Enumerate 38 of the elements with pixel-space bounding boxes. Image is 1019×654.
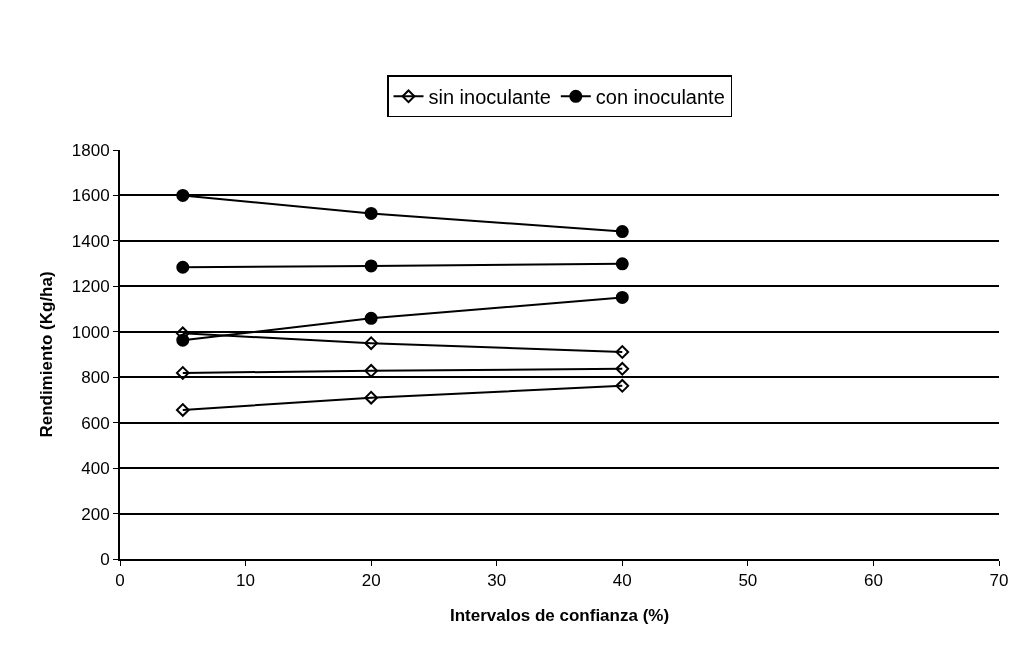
y-tick-label: 400 <box>81 459 110 479</box>
x-tick-label: 20 <box>361 571 381 591</box>
point <box>364 206 378 220</box>
y-axis-title: Rendimiento (Kg/ha) <box>36 271 56 438</box>
y-tick-label: 1000 <box>71 322 110 342</box>
x-axis-title: Intervalos de confianza (%) <box>449 606 670 626</box>
point <box>364 336 378 350</box>
point <box>364 311 378 325</box>
point <box>364 364 378 378</box>
y-tick-label: 1800 <box>71 140 110 160</box>
point <box>175 366 190 380</box>
legend-label: sin inoculante <box>428 86 551 109</box>
point <box>176 188 190 202</box>
point <box>615 225 629 239</box>
x-tick-label: 60 <box>863 571 883 591</box>
point <box>615 290 629 304</box>
x-tick-label: 40 <box>612 571 632 591</box>
x-tick-label: 70 <box>989 571 1009 591</box>
y-tick-label: 0 <box>100 549 110 569</box>
x-tick-label: 50 <box>738 571 758 591</box>
legend-label: con inoculante <box>595 86 725 109</box>
y-tick-label: 800 <box>81 368 110 388</box>
point <box>176 260 190 274</box>
y-tick-label: 1400 <box>71 231 110 251</box>
x-tick-label: 10 <box>236 571 256 591</box>
x-tick-label: 30 <box>487 571 507 591</box>
y-tick-label: 200 <box>81 504 110 524</box>
point <box>364 259 378 273</box>
point <box>615 257 629 271</box>
point <box>615 345 630 359</box>
point <box>615 379 630 393</box>
y-tick-label: 1200 <box>71 277 110 297</box>
y-tick-label: 600 <box>81 413 110 433</box>
x-tick-label: 0 <box>115 571 125 591</box>
point <box>175 403 190 417</box>
point <box>364 390 378 405</box>
point <box>615 361 630 376</box>
y-tick-label: 1600 <box>71 186 110 206</box>
